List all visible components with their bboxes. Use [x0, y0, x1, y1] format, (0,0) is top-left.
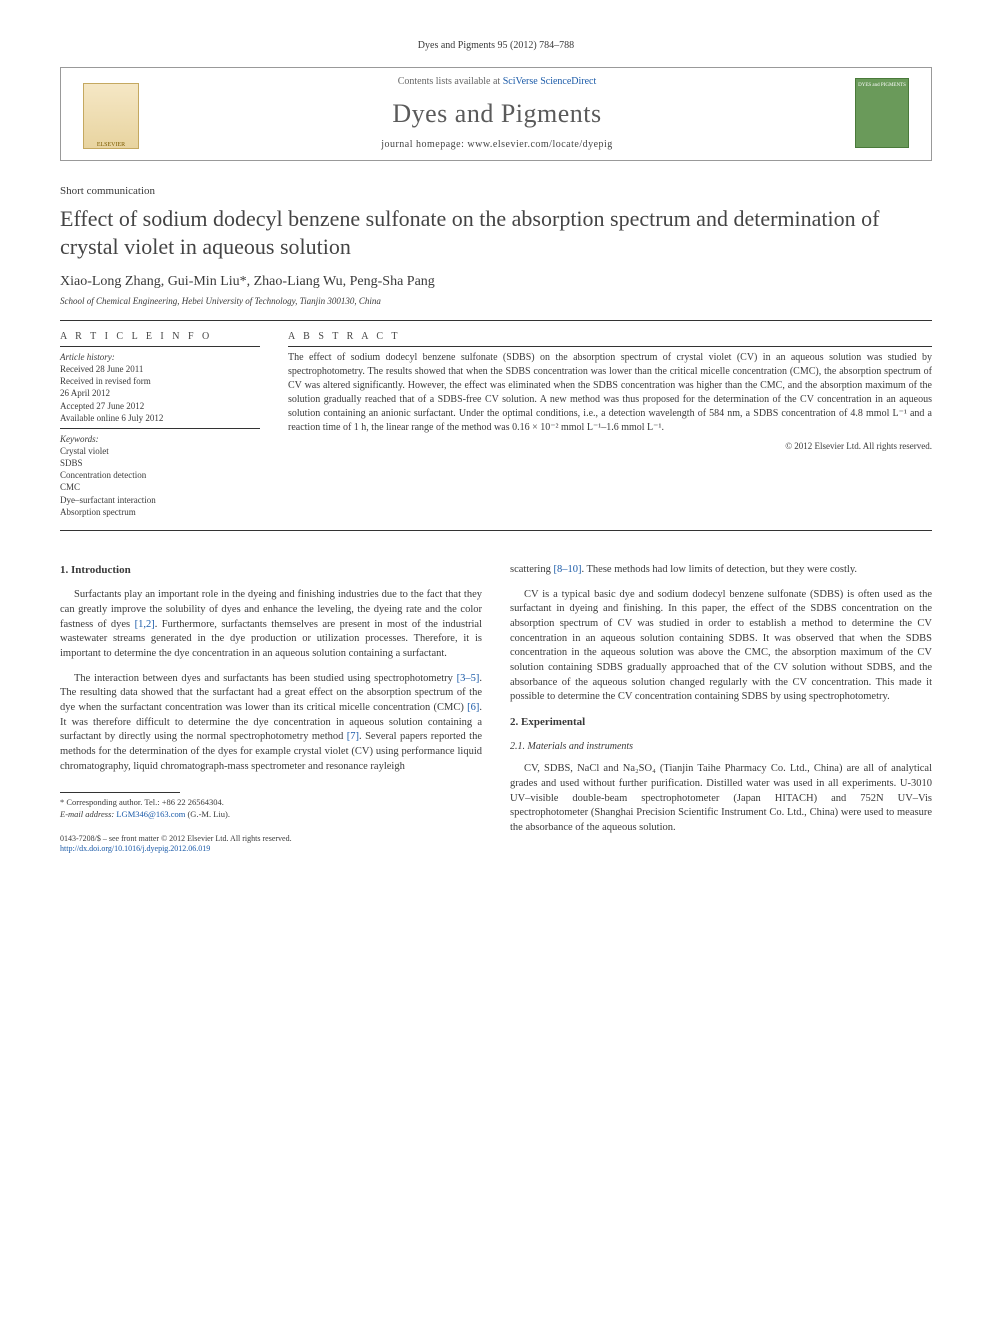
- keyword: SDBS: [60, 457, 260, 469]
- contents-available-line: Contents lists available at SciVerse Sci…: [149, 76, 845, 87]
- citation-link[interactable]: [6]: [467, 702, 479, 713]
- email-label: E-mail address:: [60, 809, 116, 819]
- article-info-heading: A R T I C L E I N F O: [60, 331, 260, 342]
- journal-cover-thumbnail: DYES and PIGMENTS: [855, 78, 909, 148]
- citation-link[interactable]: [8–10]: [553, 564, 581, 575]
- left-column: 1. Introduction Surfactants play an impo…: [60, 563, 482, 855]
- paragraph: CV, SDBS, NaCl and Na₂SO₄ (Tianjin Taihe…: [510, 762, 932, 835]
- right-column: scattering [8–10]. These methods had low…: [510, 563, 932, 855]
- corresponding-author-note: * Corresponding author. Tel.: +86 22 265…: [60, 797, 482, 819]
- doi-link[interactable]: http://dx.doi.org/10.1016/j.dyepig.2012.…: [60, 844, 210, 853]
- contents-prefix: Contents lists available at: [398, 76, 503, 87]
- article-title: Effect of sodium dodecyl benzene sulfona…: [60, 205, 932, 260]
- corr-name-suffix: (G.-M. Liu).: [185, 809, 230, 819]
- homepage-prefix: journal homepage:: [381, 139, 467, 150]
- meta-rule: [60, 346, 260, 347]
- history-label: Article history:: [60, 351, 260, 363]
- running-header: Dyes and Pigments 95 (2012) 784–788: [60, 40, 932, 51]
- text-run: scattering: [510, 564, 553, 575]
- revised-date-line2: 26 April 2012: [60, 387, 260, 399]
- meta-rule: [60, 428, 260, 429]
- horizontal-rule: [60, 320, 932, 321]
- body-two-column: 1. Introduction Surfactants play an impo…: [60, 563, 932, 855]
- elsevier-tree-logo: ELSEVIER: [83, 83, 139, 149]
- paragraph: CV is a typical basic dye and sodium dod…: [510, 588, 932, 706]
- homepage-url: www.elsevier.com/locate/dyepig: [467, 139, 612, 150]
- abstract-heading: A B S T R A C T: [288, 331, 932, 342]
- online-date: Available online 6 July 2012: [60, 412, 260, 424]
- keywords-label: Keywords:: [60, 433, 260, 445]
- meta-rule: [288, 346, 932, 347]
- copyright-line: © 2012 Elsevier Ltd. All rights reserved…: [288, 441, 932, 451]
- abstract-column: A B S T R A C T The effect of sodium dod…: [288, 331, 932, 518]
- keyword: Absorption spectrum: [60, 506, 260, 518]
- abstract-text: The effect of sodium dodecyl benzene sul…: [288, 351, 932, 435]
- metadata-abstract-row: A R T I C L E I N F O Article history: R…: [60, 331, 932, 518]
- affiliation: School of Chemical Engineering, Hebei Un…: [60, 296, 932, 306]
- paragraph: scattering [8–10]. These methods had low…: [510, 563, 932, 578]
- keyword: Crystal violet: [60, 445, 260, 457]
- section-heading: 2. Experimental: [510, 715, 932, 730]
- journal-homepage-line: journal homepage: www.elsevier.com/locat…: [149, 139, 845, 160]
- journal-header-box: ELSEVIER Contents lists available at Sci…: [60, 67, 932, 161]
- footnote-rule: [60, 792, 180, 793]
- corr-tel: * Corresponding author. Tel.: +86 22 265…: [60, 797, 482, 808]
- received-date: Received 28 June 2011: [60, 363, 260, 375]
- front-matter-block: 0143-7208/$ – see front matter © 2012 El…: [60, 834, 482, 855]
- revised-date-line1: Received in revised form: [60, 375, 260, 387]
- citation-link[interactable]: [7]: [347, 731, 359, 742]
- paragraph: The interaction between dyes and surfact…: [60, 672, 482, 775]
- article-info-column: A R T I C L E I N F O Article history: R…: [60, 331, 260, 518]
- paragraph: Surfactants play an important role in th…: [60, 588, 482, 661]
- subsection-heading: 2.1. Materials and instruments: [510, 740, 932, 754]
- article-type: Short communication: [60, 185, 932, 197]
- text-run: . These methods had low limits of detect…: [581, 564, 857, 575]
- author-list: Xiao-Long Zhang, Gui-Min Liu*, Zhao-Lian…: [60, 274, 932, 290]
- accepted-date: Accepted 27 June 2012: [60, 400, 260, 412]
- sciencedirect-link[interactable]: SciVerse ScienceDirect: [503, 76, 597, 87]
- journal-name: Dyes and Pigments: [149, 99, 845, 129]
- keyword: CMC: [60, 481, 260, 493]
- section-heading: 1. Introduction: [60, 563, 482, 578]
- corr-email-link[interactable]: LGM346@163.com: [116, 809, 185, 819]
- horizontal-rule: [60, 530, 932, 531]
- citation-link[interactable]: [1,2]: [135, 619, 155, 630]
- keyword: Concentration detection: [60, 469, 260, 481]
- text-run: The interaction between dyes and surfact…: [74, 673, 457, 684]
- front-matter-line: 0143-7208/$ – see front matter © 2012 El…: [60, 834, 482, 844]
- citation-link[interactable]: [3–5]: [457, 673, 480, 684]
- keyword: Dye–surfactant interaction: [60, 494, 260, 506]
